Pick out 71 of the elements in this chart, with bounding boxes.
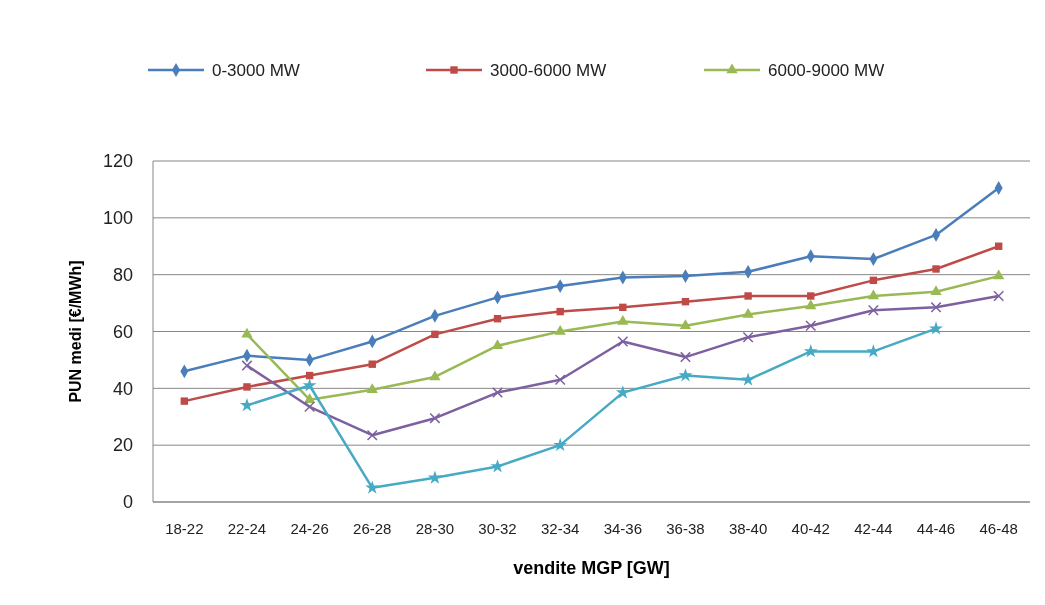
point <box>617 315 629 325</box>
point <box>679 319 692 330</box>
point <box>429 370 441 381</box>
legend-label: 3000-6000 MW <box>490 60 607 80</box>
point <box>366 429 378 441</box>
point <box>241 360 253 372</box>
point <box>431 330 439 339</box>
x-tick-label: 28-30 <box>415 520 455 537</box>
point <box>553 437 568 452</box>
point <box>302 378 317 392</box>
y-tick-label: 40 <box>112 378 133 399</box>
x-tick-label: 30-32 <box>478 520 517 537</box>
point <box>492 387 504 399</box>
x-tick-label: 36-38 <box>666 520 705 537</box>
legend-label: 0-3000 MW <box>212 60 300 80</box>
point <box>304 401 316 413</box>
x-tick-label: 32-34 <box>540 520 580 537</box>
x-tick-label: 26-28 <box>353 520 392 537</box>
point <box>742 331 754 343</box>
point <box>807 292 815 300</box>
x-tick-label: 40-42 <box>791 520 830 537</box>
point <box>243 383 251 391</box>
x-tick-label: 42-44 <box>854 520 893 537</box>
point <box>615 385 630 399</box>
point <box>929 321 943 335</box>
x-tick-label: 38-40 <box>728 520 768 537</box>
x-tick-label: 18-22 <box>165 520 204 537</box>
point <box>429 412 441 424</box>
x-tick-label: 34-36 <box>603 520 643 537</box>
point <box>180 397 189 405</box>
point <box>744 292 752 300</box>
y-tick-label: 120 <box>102 151 133 172</box>
point <box>365 480 380 494</box>
point <box>993 290 1005 302</box>
y-axis-title: PUN medi [€/MWh] <box>67 260 84 403</box>
point <box>805 299 817 310</box>
point <box>741 372 756 386</box>
x-axis-title: vendite MGP [GW] <box>513 558 670 578</box>
point <box>679 351 691 363</box>
x-tick-label: 44-46 <box>916 520 956 537</box>
point <box>368 360 376 368</box>
point <box>427 470 442 484</box>
point <box>366 383 378 394</box>
y-tick-label: 100 <box>102 208 133 229</box>
point <box>867 304 879 316</box>
point <box>241 327 253 338</box>
point <box>554 374 566 386</box>
point <box>993 269 1005 280</box>
x-tick-label: 46-48 <box>979 520 1018 537</box>
x-tick-label: 24-26 <box>290 520 329 537</box>
point <box>554 324 566 335</box>
point <box>930 285 942 295</box>
point <box>803 344 818 358</box>
y-tick-label: 20 <box>112 435 133 456</box>
point <box>617 335 629 347</box>
y-tick-label: 60 <box>112 321 133 342</box>
point <box>930 301 942 313</box>
point <box>240 398 254 412</box>
point <box>932 265 940 273</box>
legend-label: 6000-9000 MW <box>768 60 885 80</box>
point <box>556 307 564 316</box>
x-tick-label: 22-24 <box>227 520 267 537</box>
point <box>742 307 754 318</box>
y-tick-label: 0 <box>122 492 133 513</box>
point <box>619 303 627 312</box>
point <box>678 368 693 382</box>
point <box>867 289 880 300</box>
point <box>866 344 881 358</box>
point <box>303 393 316 403</box>
y-tick-label: 80 <box>112 264 133 285</box>
point <box>805 320 817 332</box>
